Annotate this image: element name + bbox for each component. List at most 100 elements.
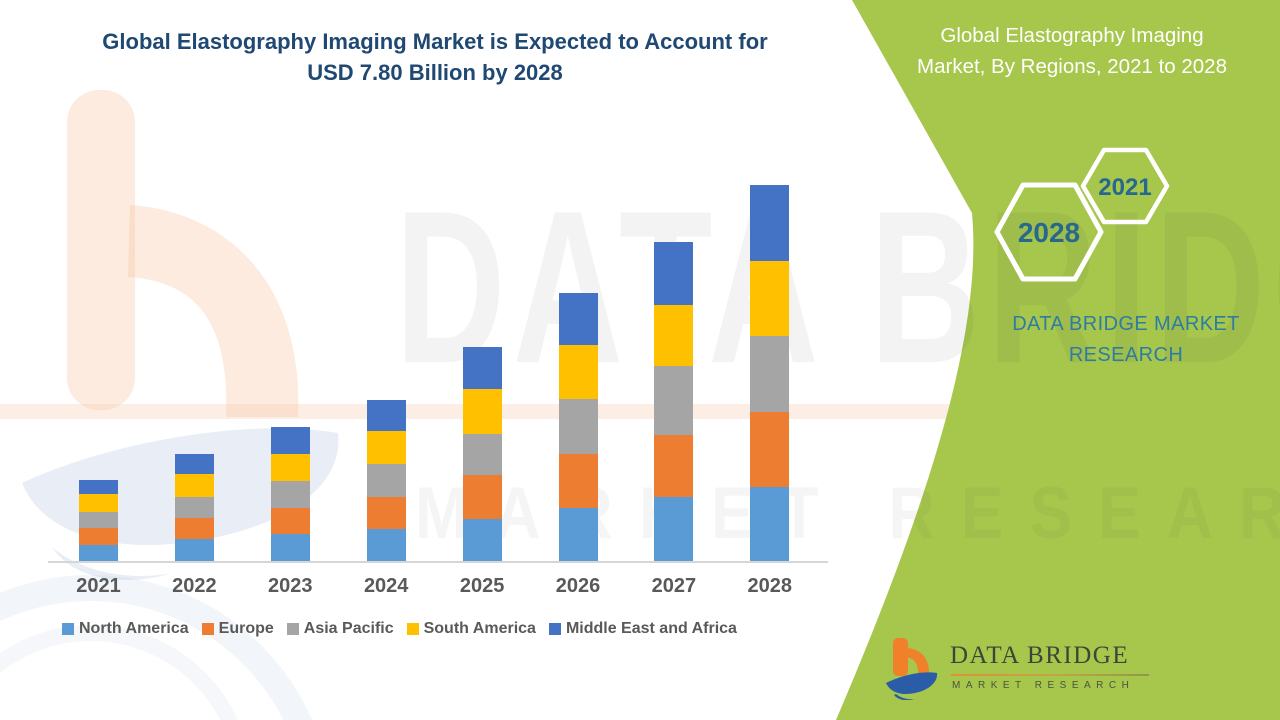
bar-segment-south-america-2028 — [750, 260, 790, 337]
x-axis-label-2023: 2023 — [268, 575, 313, 597]
logo-swoosh-tail — [894, 694, 914, 700]
company-logo: DATA BRIDGE MARKET RESEARCH — [884, 634, 1174, 704]
legend-swatch-south-america — [406, 623, 419, 635]
bar-segment-asia-pacific-2028 — [750, 336, 790, 412]
bar-segment-middle-east-and-africa-2022 — [174, 453, 214, 474]
bar-segment-europe-2027 — [654, 435, 694, 497]
sidebar-panel-shape — [836, 0, 1280, 720]
logo-stem — [893, 638, 908, 676]
chart-legend: North America Europe Asia Pacific South Ame… — [62, 620, 737, 638]
x-axis-label-2024: 2024 — [363, 575, 409, 597]
bar-segment-middle-east-and-africa-2024 — [366, 399, 406, 431]
legend-item-asia-pacific: Asia Pacific — [286, 620, 394, 638]
bar-segment-europe-2025 — [462, 474, 502, 519]
stacked-bar-2021 — [79, 479, 118, 561]
bar-segment-asia-pacific-2025 — [462, 433, 502, 475]
bar-segment-north-america-2026 — [558, 507, 598, 561]
bar-segment-south-america-2027 — [654, 304, 694, 367]
stacked-bar-2025 — [462, 347, 502, 561]
x-axis-labels: 2021 2022 2023 2024 2025 2026 2027 2028 — [0, 575, 880, 597]
legend-swatch-europe — [201, 623, 214, 635]
hexagon-2021-label: 2021 — [1098, 174, 1151, 201]
x-axis-label-2026: 2026 — [555, 575, 601, 597]
stacked-bar-2026 — [558, 292, 598, 561]
bar-segment-europe-2028 — [750, 411, 790, 487]
stacked-bar-2024 — [366, 399, 406, 561]
legend-swatch-middle-east-and-africa — [548, 623, 561, 635]
sidebar-title-line1: Global Elastography Imaging — [940, 24, 1204, 47]
bar-segment-asia-pacific-2027 — [654, 366, 694, 436]
bar-segment-south-america-2024 — [366, 430, 406, 464]
bar-segment-north-america-2024 — [366, 529, 406, 561]
logo-swoosh — [886, 672, 938, 694]
stacked-bar-2022 — [174, 453, 214, 561]
sidebar-brand-line1: DATA BRIDGE MARKET — [1012, 313, 1240, 335]
chart-title-line2: USD 7.80 Billion by 2028 — [307, 60, 563, 85]
bar-segment-north-america-2025 — [462, 518, 502, 561]
sidebar-brand-line2: RESEARCH — [1068, 344, 1184, 366]
bar-segment-north-america-2028 — [750, 486, 790, 561]
legend-item-middle-east-and-africa: Middle East and Africa — [548, 620, 737, 638]
hexagon-badges: 2028 2021 — [994, 147, 1170, 282]
bar-segment-middle-east-and-africa-2026 — [558, 292, 598, 345]
bar-segment-asia-pacific-2021 — [79, 511, 118, 528]
bar-segment-south-america-2025 — [462, 389, 502, 434]
company-logo-rule — [951, 674, 1149, 676]
company-logo-name: DATA BRIDGE — [950, 642, 1130, 669]
bar-segment-asia-pacific-2022 — [174, 496, 214, 519]
legend-item-europe: Europe — [201, 620, 274, 638]
chart-title: Global Elastography Imaging Market is Ex… — [55, 26, 815, 88]
legend-item-north-america: North America — [62, 620, 189, 638]
bar-segment-middle-east-and-africa-2023 — [270, 426, 310, 454]
legend-label-europe: Europe — [218, 620, 274, 637]
bar-segment-europe-2026 — [558, 454, 598, 508]
hexagon-2021 — [1080, 147, 1170, 225]
bar-segment-europe-2023 — [270, 507, 310, 535]
bar-segment-south-america-2023 — [270, 453, 310, 482]
bar-segment-south-america-2021 — [79, 494, 118, 512]
bar-segment-north-america-2023 — [270, 534, 310, 561]
bar-segment-middle-east-and-africa-2025 — [462, 347, 502, 390]
legend-label-middle-east-and-africa: Middle East and Africa — [565, 620, 737, 637]
bar-segment-europe-2024 — [366, 496, 406, 530]
x-axis-label-2022: 2022 — [172, 575, 217, 597]
hexagon-2028-label: 2028 — [1018, 217, 1080, 248]
bar-segment-asia-pacific-2023 — [270, 481, 310, 508]
x-axis-label-2025: 2025 — [459, 575, 505, 597]
bar-segment-europe-2022 — [174, 518, 214, 540]
legend-label-asia-pacific: Asia Pacific — [303, 620, 394, 637]
chart-title-line1: Global Elastography Imaging Market is Ex… — [102, 29, 768, 54]
plot-area — [48, 183, 828, 563]
x-axis-label-2028: 2028 — [747, 575, 793, 597]
company-logo-subtext: MARKET RESEARCH — [952, 680, 1135, 691]
bar-segment-middle-east-and-africa-2027 — [654, 241, 694, 305]
x-axis-label-2021: 2021 — [76, 575, 121, 597]
sidebar-title-line2: Market, By Regions, 2021 to 2028 — [917, 55, 1227, 78]
bar-segment-north-america-2021 — [79, 545, 118, 561]
bar-segment-asia-pacific-2026 — [558, 399, 598, 455]
hexagon-2028 — [994, 182, 1104, 282]
legend-item-south-america: South America — [406, 620, 536, 638]
stacked-bar-2027 — [654, 241, 694, 561]
legend-label-north-america: North America — [79, 620, 189, 637]
sidebar-title: Global Elastography Imaging Market, By R… — [872, 20, 1272, 82]
company-logo-icon — [886, 638, 938, 700]
bar-segment-north-america-2027 — [654, 496, 694, 561]
stacked-bar-2028 — [750, 184, 790, 561]
x-axis-label-2027: 2027 — [651, 575, 697, 597]
bar-segment-europe-2021 — [79, 527, 118, 546]
bar-segment-north-america-2022 — [174, 539, 214, 561]
legend-label-south-america: South America — [423, 620, 536, 637]
bar-segment-south-america-2022 — [174, 473, 214, 497]
sidebar-brand-text: DATA BRIDGE MARKET RESEARCH — [950, 309, 1280, 371]
bar-segment-asia-pacific-2024 — [366, 463, 406, 497]
bar-segment-middle-east-and-africa-2021 — [79, 479, 118, 495]
legend-swatch-asia-pacific — [286, 623, 299, 635]
logo-bowl — [906, 648, 930, 675]
bar-segment-middle-east-and-africa-2028 — [750, 184, 790, 261]
legend-swatch-north-america — [62, 623, 74, 635]
bar-segment-south-america-2026 — [558, 345, 598, 399]
stacked-bar-2023 — [270, 426, 310, 561]
